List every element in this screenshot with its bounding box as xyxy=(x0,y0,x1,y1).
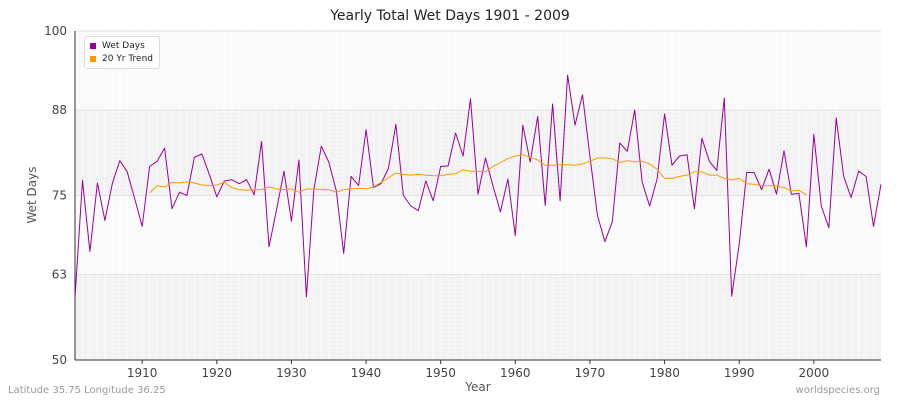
legend-item-trend: 20 Yr Trend xyxy=(90,52,153,65)
x-tick-label: 2000 xyxy=(799,366,830,380)
x-tick-label: 1990 xyxy=(724,366,755,380)
y-tick-labels: 50 63 75 88 100 xyxy=(44,24,67,367)
x-tick-label: 1930 xyxy=(276,366,307,380)
grid-lines xyxy=(75,30,881,361)
y-tick-label: 63 xyxy=(52,267,67,281)
y-tick-label: 50 xyxy=(52,353,67,367)
x-tick-label: 1940 xyxy=(351,366,382,380)
x-tick-labels: 1910 1920 1930 1940 1950 1960 1970 1980 1990 2000 xyxy=(127,360,829,380)
x-tick-label: 1970 xyxy=(575,366,606,380)
footer-coordinates: Latitude 35.75 Longitude 36.25 xyxy=(8,385,166,396)
x-tick-label: 1910 xyxy=(127,366,158,380)
wet-days-line xyxy=(74,74,882,298)
series-lines xyxy=(74,74,882,298)
legend-label-trend: 20 Yr Trend xyxy=(102,53,154,64)
legend-label-wet-days: Wet Days xyxy=(102,40,145,51)
y-tick-label: 100 xyxy=(44,24,67,38)
legend-item-wet-days: Wet Days xyxy=(90,39,153,52)
x-tick-label: 1960 xyxy=(500,366,531,380)
legend-swatch-wet-days xyxy=(90,42,96,49)
x-tick-label: 1980 xyxy=(649,366,680,380)
trend-line xyxy=(149,154,807,196)
y-tick-label: 75 xyxy=(52,189,67,203)
x-tick-label: 1920 xyxy=(202,366,233,380)
y-tick-label: 88 xyxy=(52,103,67,117)
y-axis-label: Wet Days xyxy=(25,166,39,224)
chart-title: Yearly Total Wet Days 1901 - 2009 xyxy=(330,8,570,24)
background-band xyxy=(75,31,881,110)
footer-source: worldspecies.org xyxy=(795,385,880,396)
axes xyxy=(74,31,881,361)
legend: Wet Days 20 Yr Trend xyxy=(84,36,161,69)
x-tick-label: 1950 xyxy=(425,366,456,380)
x-axis-label: Year xyxy=(465,380,491,394)
legend-swatch-trend xyxy=(90,55,96,62)
